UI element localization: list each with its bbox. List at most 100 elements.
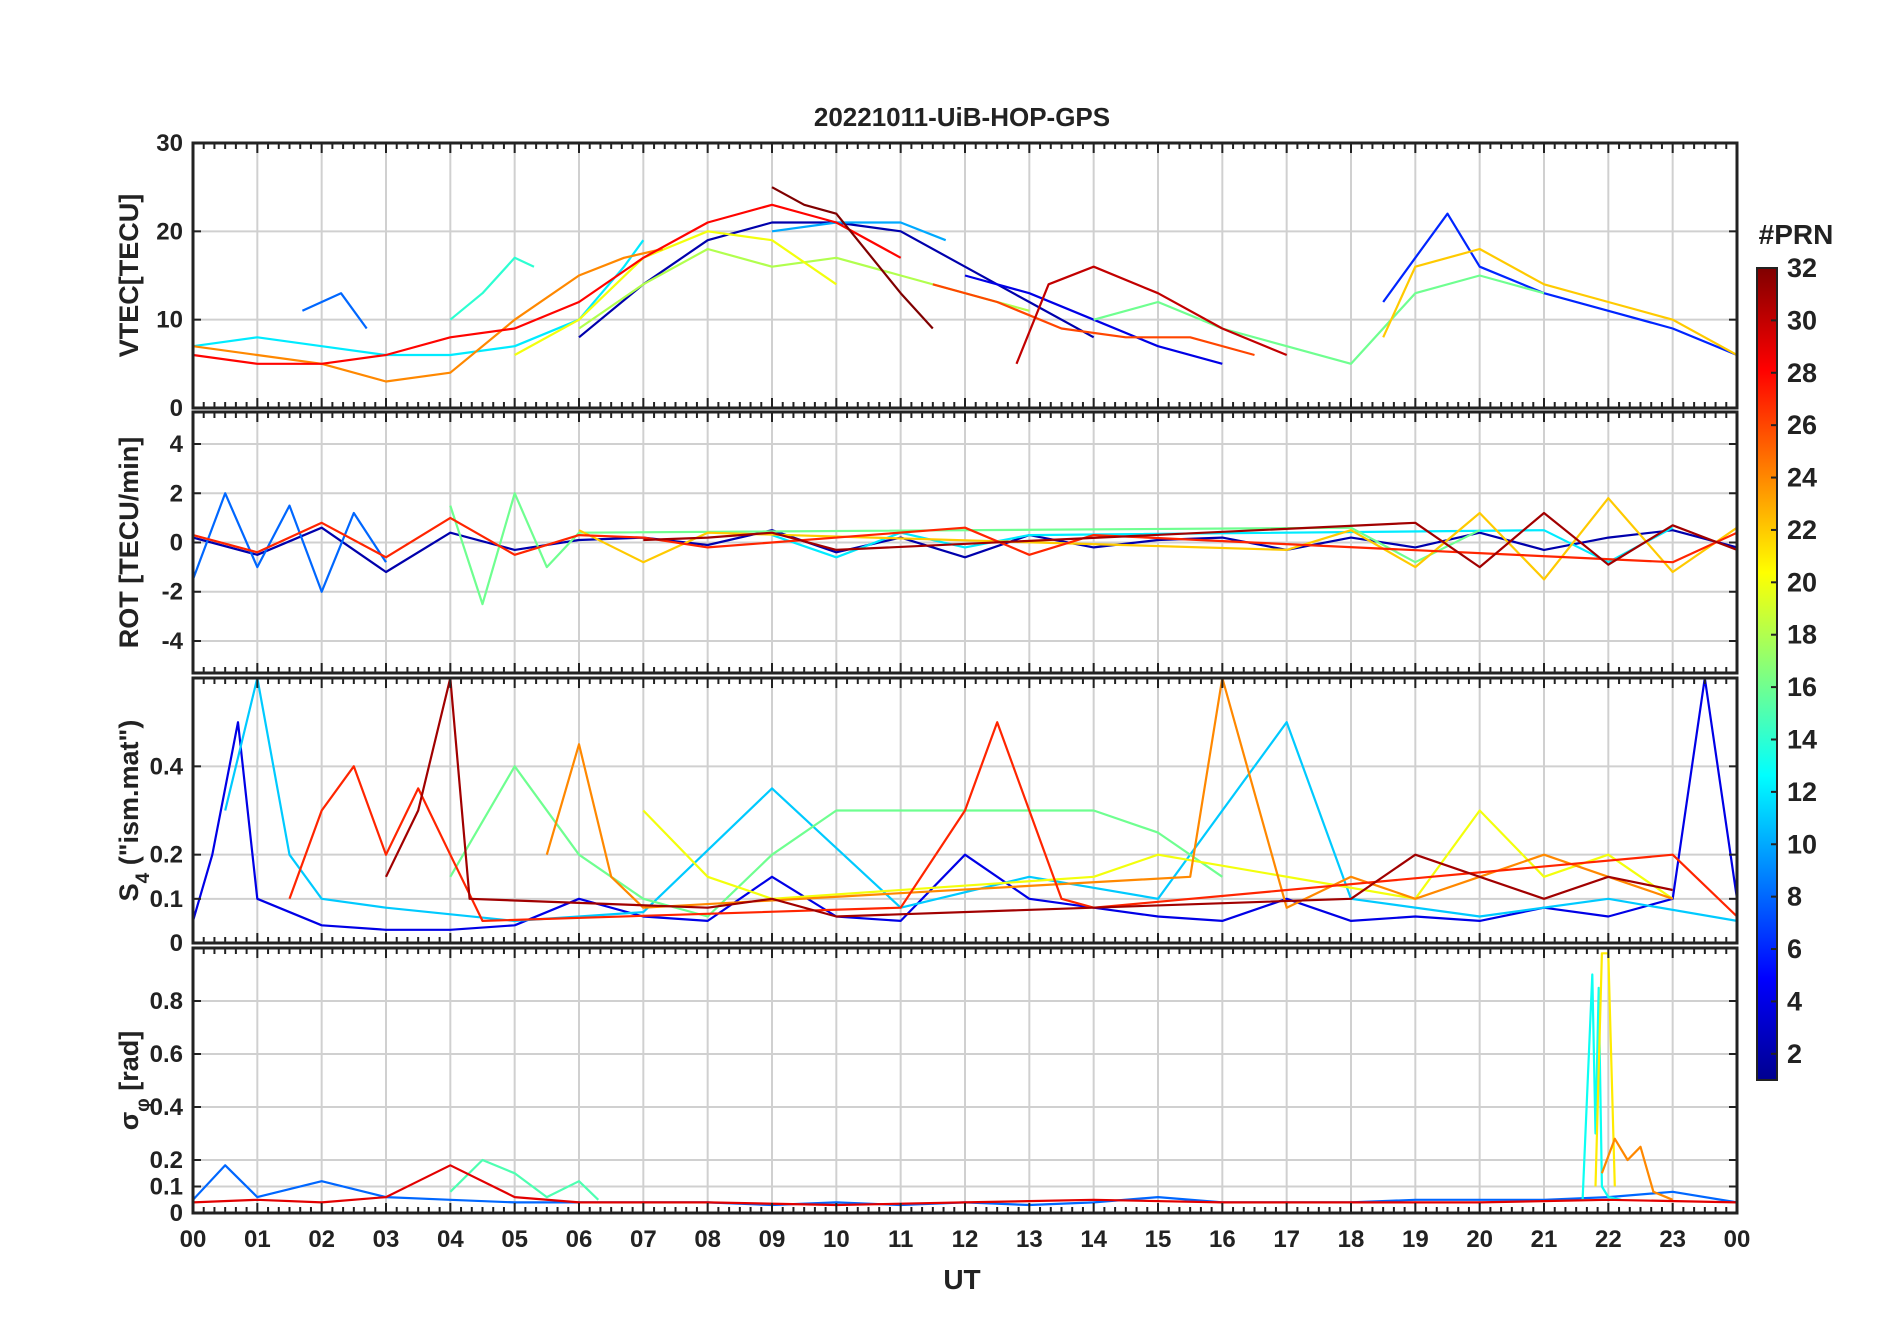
x-tick-label: 03 (373, 1226, 400, 1253)
x-tick-label: 22 (1595, 1226, 1622, 1253)
y-tick-label: 0.1 (150, 1174, 183, 1201)
series-prn-16 (449, 765, 1223, 918)
series-prn-24 (545, 678, 1674, 909)
y-tick-label: 30 (156, 130, 183, 157)
y-axis-label: S4 ("ism.mat") (114, 720, 154, 902)
x-tick-label: 21 (1531, 1226, 1558, 1253)
colorbar-tick-label: 24 (1787, 463, 1817, 493)
x-tick-label: 14 (1080, 1226, 1107, 1253)
series-prn-32 (771, 186, 934, 330)
y-tick-label: 0.4 (150, 1094, 184, 1121)
series-prn-12 (193, 239, 645, 357)
series-prn-31 (643, 511, 1737, 569)
series-prn-22 (578, 497, 1737, 581)
series-prn-27 (288, 721, 1737, 923)
x-tick-label: 16 (1209, 1226, 1236, 1253)
colorbar-gradient (1756, 267, 1778, 1081)
x-tick-label: 12 (952, 1226, 979, 1253)
x-tick-label: 00 (1724, 1226, 1751, 1253)
x-tick-label: 19 (1402, 1226, 1429, 1253)
panel-2: -4 -2 0 2 4 ROT [TECU/min] (114, 410, 1739, 675)
series-prn-21 (1594, 952, 1616, 1187)
panel-1: 0 10 20 30 VTEC[TECU] (114, 130, 1739, 422)
colorbar-tick-label: 32 (1787, 253, 1817, 283)
x-tick-label: 13 (1016, 1226, 1043, 1253)
colorbar-tick-label: 14 (1787, 724, 1817, 754)
series-prn-28 (193, 203, 902, 365)
x-tick-label: 10 (823, 1226, 850, 1253)
colorbar-tick-label: 2 (1787, 1039, 1802, 1069)
series-prn-16 (449, 492, 1481, 606)
series-prn-14 (449, 256, 535, 321)
y-tick-label: 0.2 (150, 842, 183, 869)
y-axis-label: ROT [TECU/min] (114, 437, 144, 648)
colorbar-tick-label: 12 (1787, 777, 1817, 807)
colorbar-tick-label: 26 (1787, 410, 1817, 440)
series-prn-16 (1093, 274, 1545, 365)
y-tick-label: 2 (170, 480, 183, 507)
y-tick-label: -4 (162, 628, 184, 655)
x-tick-label: 18 (1338, 1226, 1365, 1253)
colorbar-tick-label: 8 (1787, 882, 1802, 912)
y-tick-label: 0.1 (150, 886, 183, 913)
series-prn-15 (449, 1158, 600, 1201)
y-axis-label: VTEC[TECU] (114, 194, 144, 358)
figure-title: 20221011-UiB-HOP-GPS (814, 102, 1110, 132)
y-tick-label: 0.2 (150, 1147, 183, 1174)
y-tick-label: -2 (162, 579, 183, 606)
series-prn-30 (1015, 265, 1288, 365)
series-prn-29 (193, 1164, 1737, 1207)
series-group (193, 492, 1737, 606)
series-group (193, 678, 1737, 931)
panel-4: 00.10.2 0.4 0.6 0.8 σφ [rad] 00 01 02 03 04 05 06 07… (114, 946, 1751, 1253)
x-tick-label: 02 (308, 1226, 335, 1253)
y-tick-label: 0 (170, 1200, 183, 1227)
y-tick-label: 0 (170, 395, 183, 422)
colorbar-tick-label: 6 (1787, 934, 1802, 964)
colorbar-tick-label: 4 (1787, 986, 1802, 1016)
y-tick-label: 10 (156, 307, 183, 334)
y-tick-label: 0.6 (150, 1041, 183, 1068)
x-tick-label: 01 (244, 1226, 271, 1253)
series-prn-31 (385, 678, 1673, 918)
series-prn-10 (771, 221, 947, 242)
y-tick-label: 0.4 (150, 753, 184, 780)
colorbar-tick-label: 10 (1787, 829, 1817, 859)
colorbar-tick-label: 28 (1787, 358, 1817, 388)
series-prn-2 (193, 526, 1737, 574)
x-tick-label: 07 (630, 1226, 657, 1253)
y-tick-label: 0 (170, 930, 183, 957)
x-tick-label: 05 (501, 1226, 528, 1253)
colorbar-tick-label: 16 (1787, 672, 1817, 702)
x-tick-label: 06 (566, 1226, 593, 1253)
y-tick-label: 0 (170, 530, 183, 557)
axes-frame (191, 676, 1739, 945)
series-prn-24 (193, 247, 663, 383)
series-prn-6 (1382, 212, 1737, 357)
colorbar-tick-label: 22 (1787, 515, 1817, 545)
colorbar-tick-label: 30 (1787, 305, 1817, 335)
series-group (193, 952, 1737, 1207)
series-group (193, 186, 1737, 383)
colorbar-tick-label: 18 (1787, 620, 1817, 650)
series-prn-20 (514, 230, 837, 356)
series-prn-11 (224, 678, 1737, 923)
colorbar-tick-label: 20 (1787, 567, 1817, 597)
y-axis-label: σφ [rad] (114, 1031, 154, 1131)
series-prn-22 (1382, 247, 1737, 356)
x-axis-label: UT (943, 1264, 980, 1295)
y-tick-label: 0.8 (150, 988, 183, 1015)
x-tick-label: 15 (1145, 1226, 1172, 1253)
x-tick-label: 08 (694, 1226, 721, 1253)
x-tick-label: 17 (1273, 1226, 1300, 1253)
x-tick-label: 23 (1659, 1226, 1686, 1253)
series-prn-24 (1600, 1137, 1674, 1201)
x-tick-label: 04 (437, 1226, 464, 1253)
series-prn-26 (932, 283, 1255, 357)
series-prn-8 (301, 292, 368, 330)
panel-3: 0 0.1 0.2 0.4S4 ("ism.mat") (114, 676, 1739, 957)
colorbar-title: #PRN (1759, 219, 1834, 250)
